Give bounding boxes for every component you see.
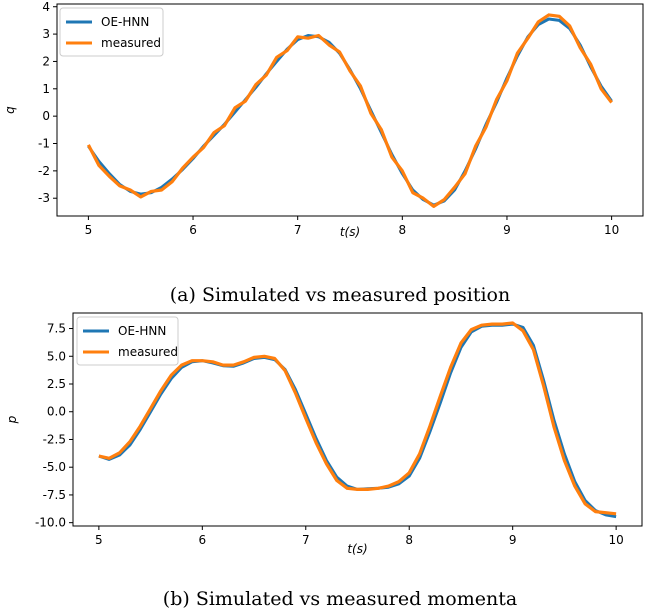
x-axis-label: t(s) [340,225,360,239]
y-tick-label: -2 [38,164,50,178]
y-axis-label: p [5,415,19,424]
y-tick-label: -5.0 [43,460,66,474]
x-tick-label: 7 [302,533,310,547]
y-tick-label: 1 [42,82,50,96]
y-tick-label: 0 [42,109,50,123]
y-tick-label: -7.5 [43,488,66,502]
x-tick-label: 9 [503,223,511,237]
y-tick-label: -1 [38,137,50,151]
legend-label: OE-HNN [101,15,149,29]
legend-label: OE-HNN [118,324,166,338]
x-tick-label: 5 [85,223,93,237]
legend: OE-HNN measured [76,316,179,366]
y-tick-label: -2.5 [43,432,66,446]
y-tick-label: -3 [38,191,50,205]
x-tick-label: 6 [189,223,197,237]
y-tick-label: 7.5 [47,322,66,336]
x-tick-label: 9 [509,533,517,547]
x-tick-label: 7 [294,223,302,237]
legend-label: measured [101,36,161,50]
x-tick-label: 5 [95,533,103,547]
y-tick-label: -10.0 [35,516,66,530]
x-tick-label: 10 [604,223,619,237]
series-line-measured [98,321,617,516]
chart-panel-2: 5 6 7 8 9 10 -10.0 -7.5 -5.0 -2.5 0.0 2.5 5.0 7.5 t(s)… [5,312,643,610]
series-line-oe-hnn [87,17,613,207]
x-tick-label: 8 [399,223,407,237]
legend: OE-HNN measured [59,7,164,57]
plot-frame [56,3,644,217]
x-tick-label: 10 [608,533,623,547]
figure-caption: (a) Simulated vs measured position [170,284,510,306]
x-axis-label: t(s) [347,542,367,556]
y-tick-label: 3 [42,27,50,41]
x-tick-label: 6 [198,533,206,547]
plot-frame [72,312,643,527]
chart-panel-1: 5 6 7 8 9 10 -3 -2 -1 0 1 2 3 4 t(s) q OE-HNN measured (a)… [3,0,644,306]
y-axis-label: q [3,106,17,114]
y-tick-label: 2.5 [47,377,66,391]
x-tick-label: 8 [405,533,413,547]
series-line-measured [86,13,613,208]
legend-label: measured [118,345,178,359]
y-tick-label: 2 [42,54,50,68]
y-tick-label: 4 [42,0,50,14]
y-tick-label: 0.0 [47,405,66,419]
figure-caption: (b) Simulated vs measured momenta [163,588,517,610]
y-tick-label: 5.0 [47,349,66,363]
